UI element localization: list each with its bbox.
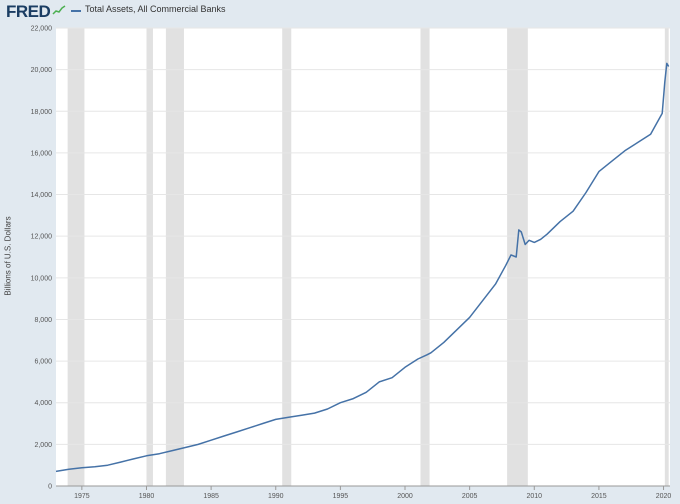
y-tick-label: 10,000 [31, 275, 53, 282]
recession-band-0 [67, 28, 85, 486]
x-tick-label: 1980 [139, 493, 155, 500]
recession-band-3 [282, 28, 292, 486]
x-tick-label: 2010 [526, 493, 542, 500]
y-tick-label: 22,000 [31, 26, 53, 33]
plot-area [56, 28, 670, 486]
legend-swatch [71, 10, 81, 12]
fred-logo[interactable]: FRED [6, 2, 51, 21]
x-tick-label: 2015 [591, 493, 607, 500]
y-tick-label: 16,000 [31, 150, 53, 157]
y-tick-label: 0 [48, 484, 52, 491]
series-line-0 [55, 62, 670, 473]
x-tick-label: 1990 [268, 493, 284, 500]
x-tick-label: 2005 [462, 493, 478, 500]
y-tick-label: 6,000 [34, 359, 52, 366]
y-tick-label: 2,000 [34, 442, 52, 449]
y-tick-label: 4,000 [34, 400, 52, 407]
y-tick-label: 20,000 [31, 67, 53, 74]
recession-band-5 [507, 28, 528, 486]
recession-band-2 [165, 28, 184, 486]
x-tick-label: 2000 [397, 493, 413, 500]
recession-band-1 [146, 28, 153, 486]
y-tick-label: 18,000 [31, 109, 53, 116]
x-axis-ticks: 1975 1980 1985 1990 1995 2000 2005 2010 2015 2020 [56, 485, 672, 500]
recession-band-4 [420, 28, 430, 486]
y-tick-label: 8,000 [34, 317, 52, 324]
legend-series-label: Total Assets, All Commercial Banks [85, 4, 226, 14]
x-tick-label: 1975 [74, 493, 90, 500]
recession-bands [67, 28, 669, 486]
y-tick-label: 12,000 [31, 234, 53, 241]
x-tick-label: 1985 [203, 493, 219, 500]
series-lines [55, 62, 670, 473]
x-tick-label: 2020 [656, 493, 672, 500]
y-tick-label: 14,000 [31, 192, 53, 199]
recession-band-6 [664, 28, 669, 486]
x-tick-label: 1995 [333, 493, 349, 500]
chart-header: FRED Total Assets, All Commercial Banks [0, 0, 680, 24]
y-axis-ticks: 0 2,000 4,000 6,000 8,000 10,000 12,000 14,000 1… [31, 26, 53, 491]
line-graph-icon [52, 5, 66, 15]
